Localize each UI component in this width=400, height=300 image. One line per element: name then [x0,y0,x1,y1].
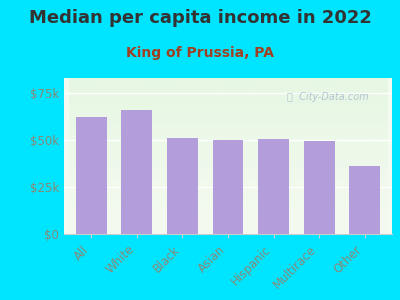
Bar [122,110,152,234]
Bar [212,140,244,234]
Bar [76,118,107,234]
Bar [304,141,334,234]
Bar [258,139,289,234]
Text: ⓘ  City-Data.com: ⓘ City-Data.com [287,92,369,102]
Bar [349,166,380,234]
Text: Median per capita income in 2022: Median per capita income in 2022 [28,9,372,27]
Bar [167,138,198,234]
Text: King of Prussia, PA: King of Prussia, PA [126,46,274,61]
